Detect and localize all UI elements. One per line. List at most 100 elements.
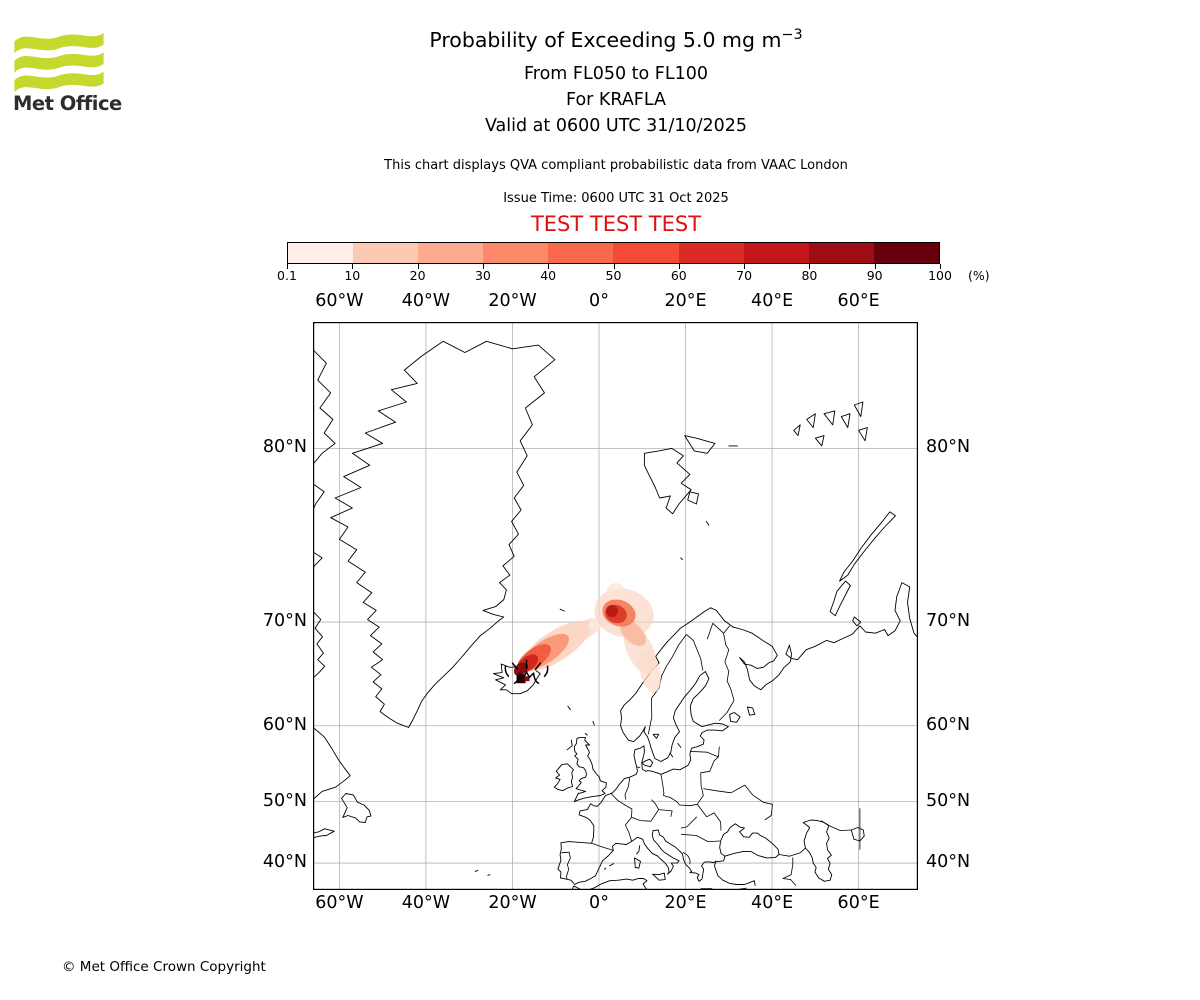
colorbar-tick bbox=[809, 264, 811, 269]
lat-label-right: 50°N bbox=[926, 790, 971, 811]
lat-label-left: 40°N bbox=[262, 852, 307, 873]
lon-label-top: 60°E bbox=[837, 291, 880, 311]
colorbar-segment-90-100 bbox=[873, 243, 939, 263]
coastline bbox=[814, 435, 825, 447]
lon-label-top: 20°E bbox=[664, 291, 707, 311]
volcano-glyph-stroke bbox=[518, 670, 535, 679]
coastline bbox=[714, 860, 756, 886]
colorbar-tick-label: 90 bbox=[866, 268, 883, 283]
colorbar-tick-label: 20 bbox=[409, 268, 426, 283]
issue-time: Issue Time: 0600 UTC 31 Oct 2025 bbox=[503, 191, 729, 206]
coastline bbox=[684, 435, 716, 454]
country-border bbox=[778, 847, 806, 857]
coastline bbox=[313, 349, 336, 465]
coastline bbox=[850, 827, 865, 842]
lon-label-top: 40°E bbox=[751, 291, 794, 311]
colorbar-tick bbox=[744, 264, 746, 269]
country-border bbox=[679, 772, 704, 807]
country-border bbox=[744, 784, 773, 821]
ash-plumes bbox=[513, 583, 661, 693]
colorbar-tick-label: 80 bbox=[801, 268, 818, 283]
coastline bbox=[705, 520, 710, 526]
test-banner: TEST TEST TEST bbox=[530, 212, 702, 236]
colorbar-tick bbox=[874, 264, 876, 269]
coastline bbox=[636, 845, 641, 855]
colorbar-segment-50-60 bbox=[613, 243, 679, 263]
source-cell bbox=[516, 674, 526, 684]
colorbar-segment-0.1-10 bbox=[288, 243, 354, 263]
coastline bbox=[677, 742, 682, 748]
lat-label-left: 50°N bbox=[262, 790, 307, 811]
country-border bbox=[706, 622, 731, 640]
volcano-glyph-stroke bbox=[543, 665, 549, 677]
coastline bbox=[802, 819, 833, 882]
lat-label-right: 70°N bbox=[926, 611, 971, 632]
coastline bbox=[567, 705, 571, 711]
lon-label-top: 60°W bbox=[315, 291, 364, 311]
country-border bbox=[663, 795, 680, 806]
coastline bbox=[823, 410, 836, 426]
coastline bbox=[746, 706, 756, 716]
colorbar-tick-label: 60 bbox=[670, 268, 687, 283]
coastline bbox=[853, 401, 864, 418]
colorbar-tick bbox=[482, 264, 484, 269]
colorbar-tick bbox=[678, 264, 680, 269]
volcano-glyph-stroke bbox=[532, 672, 540, 684]
country-border bbox=[686, 634, 704, 671]
lon-label-bottom: 20°W bbox=[488, 893, 537, 913]
country-border bbox=[782, 857, 797, 886]
logo-wave-icon bbox=[14, 32, 104, 92]
colorbar-tick-label: 30 bbox=[474, 268, 491, 283]
country-borders bbox=[561, 622, 861, 886]
coastline bbox=[571, 885, 581, 890]
lon-label-top: 20°W bbox=[488, 291, 537, 311]
coastline bbox=[566, 739, 573, 751]
coastline bbox=[313, 483, 325, 511]
coastline bbox=[330, 340, 556, 728]
coastline bbox=[669, 752, 674, 758]
lon-label-bottom: 20°E bbox=[664, 893, 707, 913]
lon-label-bottom: 60°E bbox=[837, 893, 880, 913]
colorbar-segment-70-80 bbox=[743, 243, 809, 263]
coastline bbox=[608, 863, 615, 867]
colorbar-segment-30-40 bbox=[483, 243, 549, 263]
logo-wordmark: Met Office bbox=[13, 92, 122, 115]
coastline bbox=[573, 737, 607, 803]
coastline bbox=[687, 491, 699, 505]
coastline bbox=[712, 855, 726, 863]
colorbar-segment-20-30 bbox=[418, 243, 484, 263]
country-border bbox=[680, 816, 698, 829]
colorbar-unit: (%) bbox=[968, 268, 990, 283]
colorbar-tick bbox=[548, 264, 550, 269]
coastline bbox=[588, 878, 648, 890]
country-border bbox=[719, 633, 735, 721]
coastline bbox=[313, 551, 323, 571]
coastline bbox=[603, 867, 607, 870]
lon-label-bottom: 40°E bbox=[751, 893, 794, 913]
country-border bbox=[591, 842, 614, 851]
volcano-glyph-stroke bbox=[513, 672, 521, 684]
colorbar bbox=[287, 242, 940, 264]
coastline bbox=[719, 823, 780, 859]
country-border bbox=[682, 851, 691, 865]
colorbar-tick bbox=[287, 264, 288, 269]
lat-label-right: 40°N bbox=[926, 852, 971, 873]
colorbar-segment-10-20 bbox=[353, 243, 419, 263]
source-cell-2 bbox=[524, 676, 530, 682]
page-title: Probability of Exceeding 5.0 mg m−3 bbox=[429, 27, 803, 52]
coastline bbox=[313, 610, 326, 679]
country-border bbox=[689, 751, 719, 758]
country-border bbox=[696, 804, 722, 831]
coastline bbox=[313, 828, 335, 839]
subtitle-volcano: For KRAFLA bbox=[566, 90, 666, 110]
volcano-marker-icon bbox=[504, 659, 549, 684]
coastline bbox=[643, 447, 692, 515]
coastline bbox=[652, 733, 660, 739]
coastline bbox=[680, 557, 683, 560]
volcano-glyph-stroke bbox=[504, 665, 510, 677]
country-border bbox=[703, 784, 745, 794]
coastline bbox=[559, 608, 565, 612]
coastline bbox=[852, 616, 862, 627]
ash-plume-patch bbox=[606, 583, 626, 605]
coastline bbox=[732, 625, 889, 691]
